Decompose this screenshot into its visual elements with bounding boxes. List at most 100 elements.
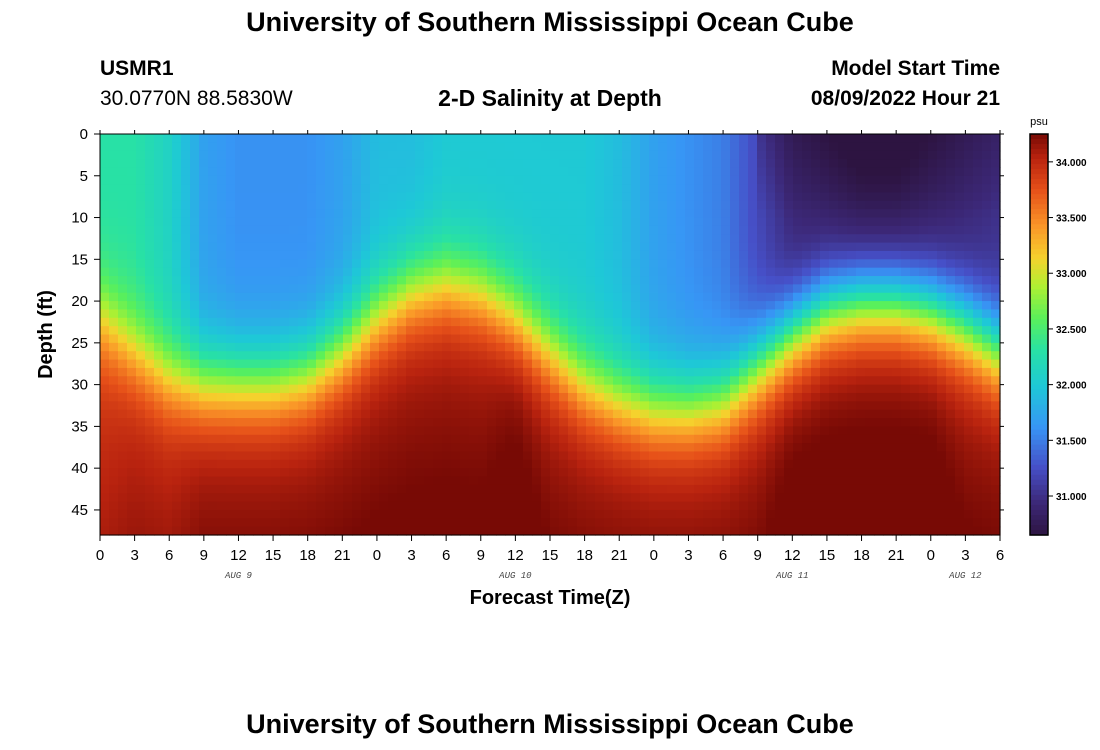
heatmap-cell — [568, 276, 578, 285]
heatmap-cell — [658, 292, 668, 302]
heatmap-cell — [316, 418, 326, 427]
heatmap-cell — [235, 476, 245, 486]
heatmap-cell — [676, 434, 686, 444]
heatmap-cell — [991, 434, 1001, 444]
heatmap-cell — [352, 384, 362, 394]
heatmap-cell — [820, 518, 830, 528]
heatmap-cell — [253, 192, 263, 202]
heatmap-cell — [937, 250, 947, 260]
heatmap-cell — [595, 242, 605, 252]
heatmap-cell — [721, 459, 731, 469]
heatmap-cell — [244, 409, 254, 419]
heatmap-cell — [532, 209, 542, 219]
heatmap-cell — [757, 376, 767, 386]
heatmap-cell — [163, 384, 173, 394]
heatmap-cell — [271, 493, 281, 503]
heatmap-cell — [892, 242, 902, 252]
heatmap-cell — [136, 292, 146, 302]
heatmap-cell — [199, 167, 209, 177]
heatmap-cell — [136, 175, 146, 185]
colorbar-segment — [1030, 139, 1048, 145]
heatmap-cell — [721, 167, 731, 177]
heatmap-cell — [973, 351, 983, 361]
heatmap-cell — [712, 276, 722, 285]
heatmap-cell — [559, 292, 569, 302]
heatmap-cell — [397, 401, 407, 411]
heatmap-cell — [838, 309, 848, 319]
heatmap-cell — [109, 459, 119, 469]
heatmap-cell — [676, 443, 686, 453]
heatmap-cell — [892, 451, 902, 461]
heatmap-cell — [361, 493, 371, 503]
heatmap-cell — [604, 267, 614, 277]
heatmap-cell — [136, 359, 146, 369]
heatmap-cell — [577, 459, 587, 469]
heatmap-cell — [253, 526, 263, 536]
heatmap-cell — [694, 192, 704, 202]
heatmap-cell — [163, 501, 173, 511]
heatmap-cell — [712, 134, 722, 143]
heatmap-cell — [136, 459, 146, 469]
heatmap-cell — [469, 326, 479, 336]
heatmap-cell — [253, 267, 263, 277]
heatmap-cell — [640, 142, 650, 152]
heatmap-cell — [343, 309, 353, 319]
heatmap-cell — [955, 217, 965, 227]
heatmap-cell — [208, 259, 218, 269]
colorbar-segment — [1030, 234, 1048, 240]
heatmap-cell — [595, 401, 605, 411]
heatmap-cell — [829, 342, 839, 352]
heatmap-cell — [109, 142, 119, 152]
heatmap-cell — [370, 484, 380, 494]
heatmap-cell — [532, 493, 542, 503]
heatmap-cell — [298, 209, 308, 219]
heatmap-cell — [163, 167, 173, 177]
heatmap-cell — [838, 142, 848, 152]
heatmap-cell — [892, 493, 902, 503]
heatmap-cell — [307, 242, 317, 252]
heatmap-cell — [568, 418, 578, 427]
heatmap-cell — [415, 259, 425, 269]
heatmap-cell — [532, 351, 542, 361]
heatmap-cell — [982, 351, 992, 361]
heatmap-cell — [604, 451, 614, 461]
heatmap-cell — [946, 484, 956, 494]
heatmap-cell — [433, 392, 443, 402]
heatmap-cell — [334, 401, 344, 411]
heatmap-cell — [451, 509, 461, 519]
heatmap-cell — [433, 518, 443, 528]
heatmap-cell — [631, 518, 641, 528]
heatmap-cell — [649, 142, 659, 152]
heatmap-cell — [802, 317, 812, 327]
heatmap-cell — [127, 242, 137, 252]
heatmap-cell — [658, 175, 668, 185]
heatmap-cell — [892, 301, 902, 311]
heatmap-cell — [649, 509, 659, 519]
heatmap-cell — [478, 301, 488, 311]
heatmap-cell — [802, 292, 812, 302]
heatmap-cell — [730, 409, 740, 419]
heatmap-cell — [802, 409, 812, 419]
colorbar-segment — [1030, 439, 1048, 446]
colorbar-segment — [1030, 339, 1048, 346]
heatmap-cell — [280, 192, 290, 202]
heatmap-cell — [307, 426, 317, 436]
heatmap-cell — [559, 451, 569, 461]
heatmap-cell — [838, 367, 848, 377]
heatmap-cell — [217, 493, 227, 503]
heatmap-cell — [244, 301, 254, 311]
heatmap-cell — [874, 518, 884, 528]
heatmap-cell — [541, 334, 551, 344]
heatmap-cell — [370, 451, 380, 461]
heatmap-cell — [622, 493, 632, 503]
heatmap-cell — [244, 159, 254, 169]
heatmap-cell — [172, 443, 182, 453]
heatmap-cell — [154, 351, 164, 361]
heatmap-cell — [397, 451, 407, 461]
heatmap-cell — [343, 267, 353, 277]
heatmap-cell — [685, 392, 695, 402]
heatmap-cell — [505, 526, 515, 536]
heatmap-cell — [433, 317, 443, 327]
heatmap-cell — [469, 334, 479, 344]
heatmap-cell — [586, 134, 596, 143]
